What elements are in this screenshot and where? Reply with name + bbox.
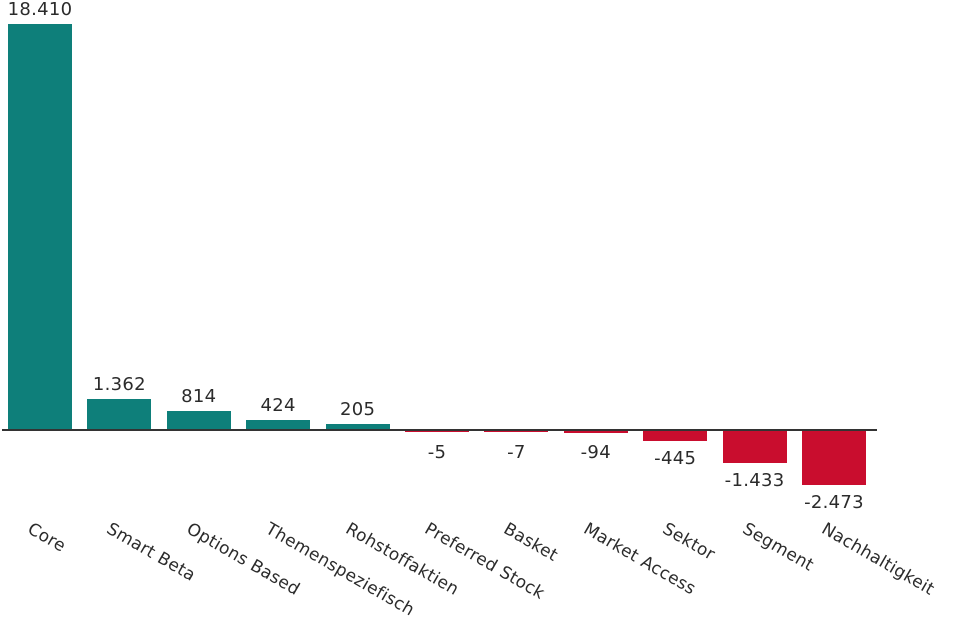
value-label: -7 [507,442,526,463]
category-label-segment: Segment [738,519,817,576]
value-label: -1.433 [724,469,785,491]
value-label: 424 [260,394,296,416]
value-label: -5 [427,442,447,463]
bar-segment [722,431,787,463]
bar-themenspeziefisch [246,419,311,429]
category-label-themenspeziefisch: Themenspeziefisch [262,519,419,621]
bar-rohstoffaktien [325,424,390,429]
x-axis-line [2,429,877,431]
value-label: 205 [339,399,376,421]
category-label-smart-beta: Smart Beta [103,519,200,586]
bar-sektor [643,431,708,441]
value-label: -2.473 [804,492,864,514]
category-label-core: Core [24,519,70,557]
category-label-nachhaltigkeit: Nachhaltigkeit [818,519,938,600]
bar-core [8,24,72,429]
bar-smart-beta [87,399,152,429]
category-label-basket: Basket [500,519,562,566]
bar-options-based [166,411,231,429]
value-label: 814 [181,386,217,408]
value-label: 18.410 [7,0,73,20]
value-label: -445 [654,447,697,469]
category-label-sektor: Sektor [659,519,719,565]
value-label: -94 [580,442,611,463]
bar-nachhaltigkeit [802,431,866,486]
bar-market-access [563,431,628,434]
value-label: 1.362 [92,374,146,396]
